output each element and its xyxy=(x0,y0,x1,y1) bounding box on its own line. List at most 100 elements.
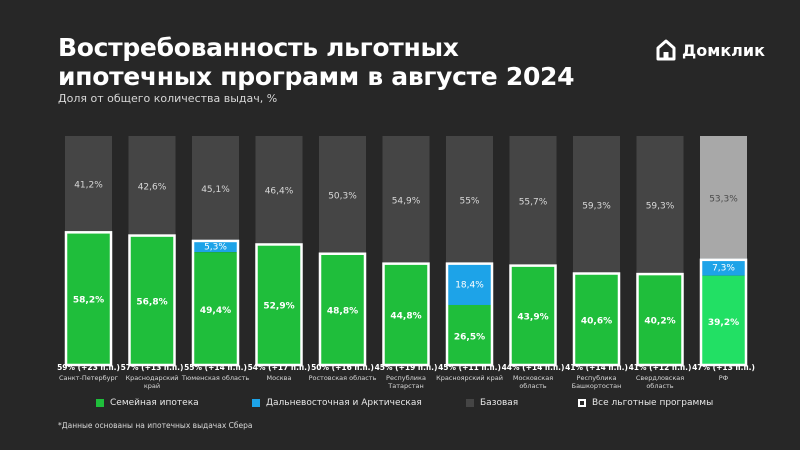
stacked-bar-chart: 41,2% 58,2% 59% (+23 п.п.) Санкт-Петербург 4… xyxy=(57,136,755,390)
bar-family-3 xyxy=(255,243,303,366)
category-name-3-0: Москва xyxy=(267,374,292,382)
category-name-0-0: Санкт-Петербург xyxy=(59,374,119,382)
bar-family-2 xyxy=(192,252,239,366)
label-base-5: 54,9% xyxy=(392,196,421,206)
category-name-7-1: область xyxy=(519,382,546,390)
bar-family-0 xyxy=(65,231,112,366)
bar-preferential-outline-9 xyxy=(636,272,684,367)
bar-family-8 xyxy=(573,272,620,366)
label-base-9: 59,3% xyxy=(646,202,675,212)
bar-family-4 xyxy=(319,252,366,366)
label-base-0: 41,2% xyxy=(74,181,103,191)
footnote: *Данные основаны на ипотечных выдачах Сб… xyxy=(58,421,253,430)
label-family-5: 44,8% xyxy=(390,311,421,321)
legend-label-base: Базовая xyxy=(480,398,519,408)
label-family-7: 43,9% xyxy=(517,312,548,322)
legend-item-base: Базовая xyxy=(466,398,518,408)
label-family-4: 48,8% xyxy=(327,306,358,316)
category-total-10: 47% (+13 п.п.) xyxy=(692,363,755,372)
category-name-2-0: Тюменская область xyxy=(181,374,250,382)
chart-title: Востребованность льготных ипотечных прог… xyxy=(58,33,618,91)
chart-legend: Семейная ипотека Дальневосточная и Аркти… xyxy=(0,398,800,412)
domclick-house-logo-icon xyxy=(656,39,676,61)
category-name-5-0: Республика xyxy=(386,374,426,382)
bar-fareast-6 xyxy=(446,262,493,305)
label-base-8: 59,3% xyxy=(582,201,611,211)
bar-base-10 xyxy=(700,136,747,259)
legend-item-fareast: Дальневосточная и Арктическая xyxy=(252,398,422,408)
bar-preferential-outline-7 xyxy=(509,264,557,367)
category-name-9-0: Свердловская xyxy=(636,374,684,382)
category-name-9-1: область xyxy=(646,382,673,390)
category-total-6: 45% (+11 п.п.) xyxy=(438,363,501,372)
bar-preferential-outline-0 xyxy=(64,231,113,367)
category-total-8: 41% (+14 п.п.) xyxy=(565,363,628,372)
category-total-0: 59% (+23 п.п.) xyxy=(57,363,120,372)
bar-base-9 xyxy=(636,136,684,274)
legend-swatch-all xyxy=(578,399,586,407)
category-name-1-0: Краснодарский xyxy=(125,374,178,382)
label-family-3: 52,9% xyxy=(263,302,294,312)
bar-preferential-outline-4 xyxy=(318,252,367,367)
chart-title-line-1: Востребованность льготных xyxy=(58,33,459,62)
brand-logo-text: Домклик xyxy=(682,40,765,60)
category-name-10-0: РФ xyxy=(719,374,729,382)
bar-base-8 xyxy=(573,136,620,273)
legend-swatch-base xyxy=(466,399,474,407)
bar-family-9 xyxy=(636,273,684,366)
bar-family-5 xyxy=(382,262,430,366)
category-total-5: 45% (+19 п.п.) xyxy=(375,363,438,372)
category-total-4: 50% (+16 п.п.) xyxy=(311,363,374,372)
bar-fareast-10 xyxy=(700,258,747,276)
legend-swatch-family xyxy=(96,399,104,407)
bar-preferential-outline-3 xyxy=(255,243,303,367)
category-total-7: 44% (+14 п.п.) xyxy=(502,363,565,372)
label-family-8: 40,6% xyxy=(581,316,612,326)
label-base-10: 53,3% xyxy=(709,194,738,204)
category-name-1-1: край xyxy=(144,382,160,390)
label-fareast-10: 7,3% xyxy=(712,264,735,274)
bar-base-5 xyxy=(382,136,430,263)
bar-base-4 xyxy=(319,136,366,253)
bar-family-10 xyxy=(700,275,747,366)
legend-label-all: Все льготные программы xyxy=(592,398,714,408)
bar-base-3 xyxy=(255,136,303,244)
bar-family-1 xyxy=(128,234,176,366)
bar-base-7 xyxy=(509,136,557,265)
bar-preferential-outline-8 xyxy=(572,272,621,367)
category-name-8-1: Башкортостан xyxy=(572,382,622,390)
legend-swatch-fareast xyxy=(252,399,260,407)
legend-item-family: Семейная ипотека xyxy=(96,398,199,408)
category-total-9: 41% (+12 п.п.) xyxy=(629,363,692,372)
legend-label-fareast: Дальневосточная и Арктическая xyxy=(266,398,422,408)
bar-preferential-outline-10 xyxy=(699,258,748,367)
label-fareast-2: 5,3% xyxy=(204,243,227,253)
label-base-4: 50,3% xyxy=(328,191,357,201)
category-total-3: 54% (+17 п.п.) xyxy=(248,363,311,372)
legend-item-all: Все льготные программы xyxy=(578,398,713,408)
chart-title-line-2: ипотечных программ в августе 2024 xyxy=(58,62,575,91)
label-family-1: 56,8% xyxy=(136,297,167,307)
label-family-2: 49,4% xyxy=(200,306,231,316)
bar-base-6 xyxy=(446,136,493,263)
brand-logo: Домклик xyxy=(655,39,765,61)
category-name-7-0: Московская xyxy=(513,374,553,382)
label-fareast-6: 18,4% xyxy=(455,280,484,290)
bar-preferential-outline-2 xyxy=(191,239,240,367)
bar-fareast-2 xyxy=(192,239,239,253)
legend-label-family: Семейная ипотека xyxy=(110,398,199,408)
bar-preferential-outline-6 xyxy=(445,262,494,367)
category-name-8-0: Республика xyxy=(577,374,617,382)
category-name-5-1: Татарстан xyxy=(387,382,423,390)
label-base-1: 42,6% xyxy=(138,182,167,192)
bar-family-7 xyxy=(509,264,557,366)
label-family-6: 26,5% xyxy=(454,332,485,342)
category-name-4-0: Ростовская область xyxy=(309,374,377,382)
label-family-0: 58,2% xyxy=(73,296,104,306)
chart-subtitle: Доля от общего количества выдач, % xyxy=(58,92,278,105)
bar-base-1 xyxy=(128,136,176,235)
label-family-9: 40,2% xyxy=(644,317,675,327)
category-name-6-0: Красноярский край xyxy=(436,374,503,382)
bar-preferential-outline-5 xyxy=(382,262,430,367)
label-base-7: 55,7% xyxy=(519,197,548,207)
